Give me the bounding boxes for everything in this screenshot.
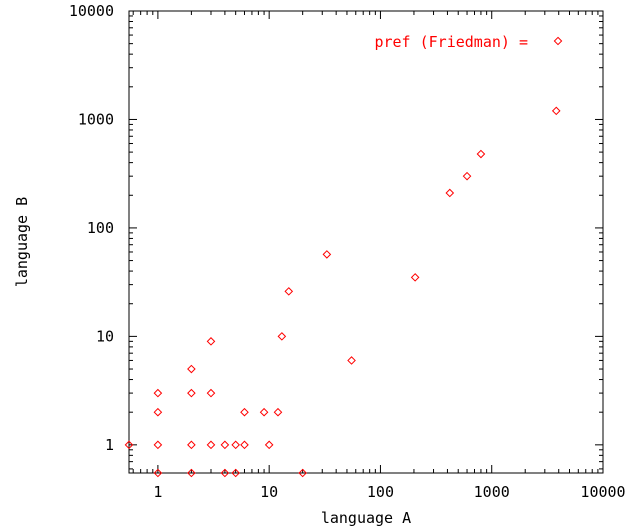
y-tick-label: 10000 xyxy=(69,2,114,20)
y-tick-label: 100 xyxy=(87,219,114,237)
axes: 1 10 100 1000 10000 1 10 100 1000 10000 xyxy=(69,2,626,501)
data-point xyxy=(284,287,294,296)
x-tick-label: 1000 xyxy=(474,483,510,501)
data-point xyxy=(220,468,230,478)
data-point xyxy=(231,468,240,478)
data-point xyxy=(347,356,356,365)
data-point xyxy=(153,440,163,450)
data-point xyxy=(187,440,196,450)
data-point xyxy=(551,106,561,116)
data-point xyxy=(124,440,134,450)
y-tick-label: 1000 xyxy=(78,110,114,128)
x-tick-label: 10000 xyxy=(580,483,625,501)
data-point xyxy=(187,364,196,374)
legend: pref (Friedman) = xyxy=(374,33,563,51)
data-point xyxy=(264,440,274,450)
x-tick-label: 10 xyxy=(260,483,278,501)
plot-frame xyxy=(128,10,604,474)
y-tick-label: 1 xyxy=(105,436,114,454)
data-points xyxy=(124,106,561,478)
data-point xyxy=(240,407,249,417)
data-point xyxy=(231,440,240,450)
data-point xyxy=(206,388,216,398)
x-tick-label: 100 xyxy=(367,483,394,501)
data-point xyxy=(277,332,287,341)
data-point xyxy=(298,468,307,478)
data-point xyxy=(206,337,216,346)
data-point xyxy=(187,468,196,478)
data-point xyxy=(273,407,283,417)
x-tick-label: 1 xyxy=(153,483,162,501)
data-point xyxy=(187,388,196,398)
y-tick-label: 10 xyxy=(96,327,114,345)
data-point xyxy=(476,149,486,159)
data-point xyxy=(462,171,472,181)
data-point xyxy=(206,440,216,450)
legend-marker xyxy=(553,36,563,46)
data-point xyxy=(410,273,420,282)
data-point xyxy=(220,440,230,450)
data-point xyxy=(240,440,249,450)
data-point xyxy=(153,468,163,478)
data-point xyxy=(445,188,455,198)
data-point xyxy=(322,250,332,259)
data-point xyxy=(153,407,163,417)
legend-label: pref (Friedman) = xyxy=(374,33,528,51)
x-axis-title: language A xyxy=(321,509,411,527)
y-axis-title: language B xyxy=(13,197,31,287)
data-point xyxy=(153,388,163,398)
data-point xyxy=(259,407,269,417)
